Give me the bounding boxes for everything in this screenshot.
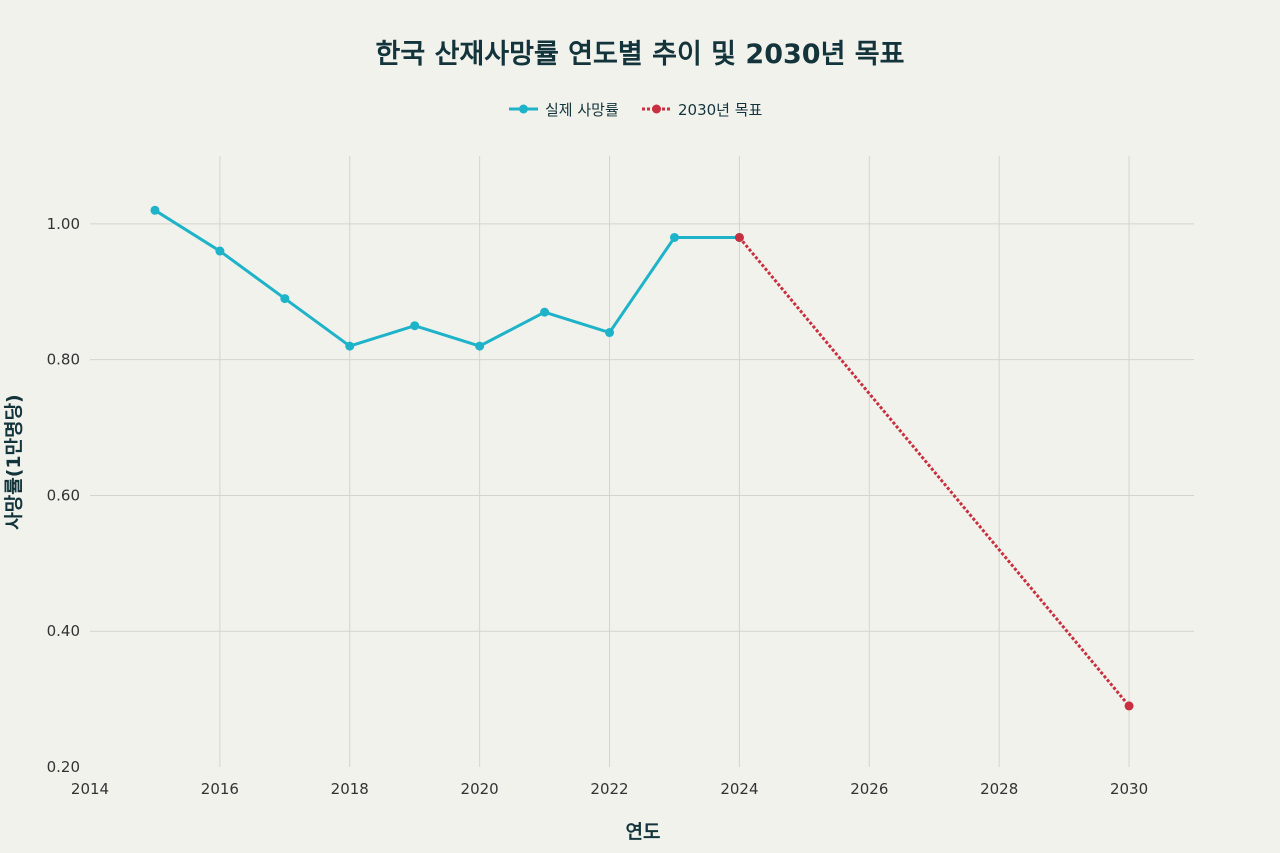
x-tick-label-2016: 2016	[201, 780, 239, 798]
x-tick-label-2020: 2020	[461, 780, 499, 798]
y-tick-label-3: 0.80	[47, 351, 80, 369]
y-tick-label-4: 1.00	[47, 215, 80, 233]
x-tick-label-2022: 2022	[590, 780, 628, 798]
data-point-0-2020[interactable]	[475, 341, 485, 351]
data-point-0-2023[interactable]	[669, 232, 679, 242]
y-axis-ticks: 0.20 0.40 0.60 0.80 1.00	[47, 215, 80, 776]
data-point-1-2030[interactable]	[1124, 701, 1134, 711]
legend-marker-actual	[519, 104, 528, 114]
legend-label-actual: 실제 사망률	[545, 101, 619, 119]
data-point-0-2021[interactable]	[540, 307, 550, 317]
x-axis-title: 연도	[626, 821, 661, 843]
legend-marker-target	[652, 104, 661, 114]
x-tick-label-2014: 2014	[71, 780, 109, 798]
data-point-0-2022[interactable]	[605, 328, 615, 338]
x-tick-label-2018: 2018	[331, 780, 369, 798]
data-point-1-2024[interactable]	[734, 232, 744, 242]
chart-title: 한국 산재사망률 연도별 추이 및 2030년 목표	[376, 39, 905, 70]
series-line-1	[738, 236, 1131, 707]
data-point-0-2019[interactable]	[410, 321, 420, 331]
legend-item-target[interactable]: 2030년 목표	[642, 101, 763, 119]
y-tick-label-1: 0.40	[47, 622, 80, 640]
series	[150, 205, 1134, 711]
x-tick-label-2026: 2026	[850, 780, 888, 798]
legend-label-target: 2030년 목표	[678, 101, 763, 119]
series-line-0	[154, 209, 740, 348]
legend[interactable]: 실제 사망률 2030년 목표	[509, 101, 763, 119]
legend-item-actual[interactable]: 실제 사망률	[509, 101, 619, 119]
x-axis-ticks: 2014 2016 2018 2020 2022 2024 2026 2028 2030	[71, 780, 1148, 798]
data-point-0-2016[interactable]	[215, 246, 225, 256]
y-tick-label-2: 0.60	[47, 486, 80, 504]
y-axis-title: 사망률(1만명당)	[3, 394, 25, 529]
x-tick-label-2024: 2024	[720, 780, 758, 798]
data-point-0-2015[interactable]	[150, 205, 160, 215]
data-point-0-2017[interactable]	[280, 294, 290, 304]
x-tick-label-2030: 2030	[1110, 780, 1148, 798]
data-point-0-2018[interactable]	[345, 341, 355, 351]
gridlines	[90, 156, 1194, 767]
x-tick-label-2028: 2028	[980, 780, 1018, 798]
y-tick-label-0: 0.20	[47, 758, 80, 776]
